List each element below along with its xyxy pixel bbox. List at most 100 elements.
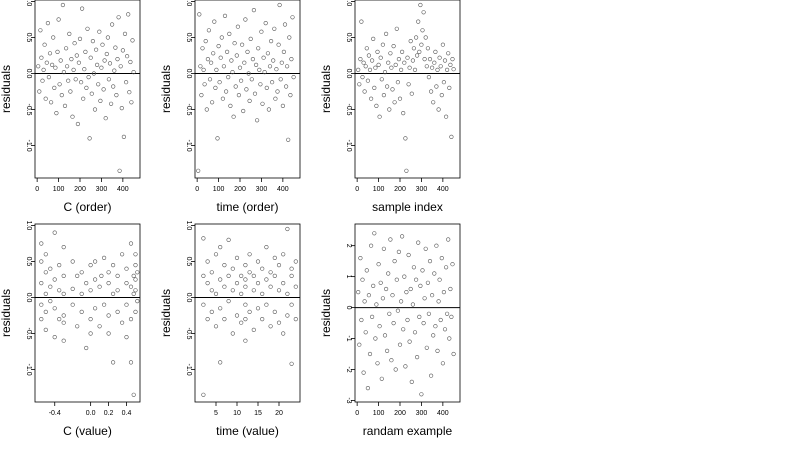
data-point: [225, 49, 230, 55]
data-point: [415, 355, 420, 360]
data-point: [86, 74, 91, 80]
y-tick-label: 1: [345, 275, 352, 279]
data-point: [273, 96, 278, 101]
data-point: [209, 309, 214, 315]
data-point: [201, 392, 206, 397]
data-point: [415, 53, 420, 58]
data-point: [245, 49, 250, 55]
data-point: [448, 286, 453, 292]
data-point: [279, 60, 284, 65]
data-point: [40, 78, 45, 83]
data-point: [389, 358, 394, 363]
data-point: [247, 252, 252, 257]
data-point: [42, 42, 47, 47]
data-point: [229, 58, 234, 63]
data-point: [261, 55, 266, 60]
x-tick-label: 5: [214, 410, 218, 417]
data-point: [59, 92, 64, 98]
data-point: [264, 245, 269, 250]
data-point: [431, 100, 436, 105]
data-point: [378, 280, 383, 285]
y-tick-label: 0.5: [25, 33, 32, 43]
y-tick-label: -0.5: [25, 328, 32, 340]
data-point: [369, 243, 374, 248]
data-point: [435, 348, 440, 354]
data-point: [74, 53, 79, 58]
x-tick-label: 100: [213, 186, 225, 193]
data-point: [268, 284, 273, 289]
data-point: [360, 277, 365, 282]
data-point: [386, 271, 391, 276]
y-tick-label: -1: [345, 335, 352, 341]
data-point: [364, 46, 369, 51]
data-point: [408, 286, 413, 292]
data-point: [268, 324, 273, 329]
data-point: [97, 324, 102, 329]
data-point: [391, 43, 396, 49]
data-point: [124, 281, 129, 286]
data-point: [70, 259, 75, 264]
data-point: [57, 288, 62, 293]
data-point: [399, 67, 404, 72]
data-point: [288, 92, 293, 98]
data-point: [441, 80, 447, 85]
data-point: [400, 49, 405, 55]
data-point: [395, 308, 401, 313]
data-point: [421, 10, 426, 15]
data-point: [75, 121, 80, 127]
data-point: [367, 67, 373, 72]
data-point: [116, 15, 121, 20]
data-point: [403, 364, 408, 369]
data-point: [259, 29, 264, 34]
data-point: [92, 306, 98, 311]
data-point: [133, 309, 138, 315]
data-point: [244, 87, 249, 92]
data-point: [207, 77, 213, 82]
data-point: [106, 77, 111, 82]
data-point: [374, 103, 379, 108]
data-point: [432, 271, 437, 276]
data-point: [272, 26, 277, 31]
data-point: [61, 245, 66, 250]
data-point: [451, 67, 456, 72]
data-point: [255, 118, 260, 123]
data-point: [447, 336, 452, 341]
y-tick-label: 1.0: [25, 0, 32, 6]
data-point: [57, 263, 62, 268]
x-tick-label: 0: [195, 186, 199, 193]
data-point: [291, 74, 296, 80]
data-point: [62, 103, 68, 108]
data-point: [133, 277, 138, 282]
data-point: [54, 110, 59, 116]
y-tick-label: -3: [345, 397, 352, 403]
data-point: [247, 98, 252, 103]
data-point: [43, 96, 48, 101]
data-point: [366, 53, 372, 58]
data-point: [94, 62, 100, 68]
data-point: [278, 77, 283, 82]
data-point: [56, 17, 61, 22]
data-point: [214, 67, 219, 72]
data-point: [76, 60, 81, 65]
data-point: [449, 314, 454, 320]
data-point: [359, 19, 364, 24]
plot-frame: [34, 223, 141, 403]
data-point: [373, 336, 378, 341]
data-point: [289, 361, 294, 366]
data-point: [269, 38, 274, 44]
data-point: [440, 42, 446, 47]
data-point: [435, 67, 440, 72]
y-tick-label: 0.0: [25, 293, 32, 303]
data-point: [356, 67, 361, 72]
data-point: [211, 51, 216, 56]
y-tick-label: -1.0: [25, 140, 32, 152]
data-point: [52, 230, 57, 235]
data-point: [131, 291, 136, 297]
data-point: [79, 6, 85, 11]
data-point: [407, 339, 412, 344]
data-point: [70, 286, 75, 292]
data-point: [424, 64, 429, 69]
y-axis-label: residuals: [0, 289, 13, 337]
data-point: [227, 31, 232, 37]
